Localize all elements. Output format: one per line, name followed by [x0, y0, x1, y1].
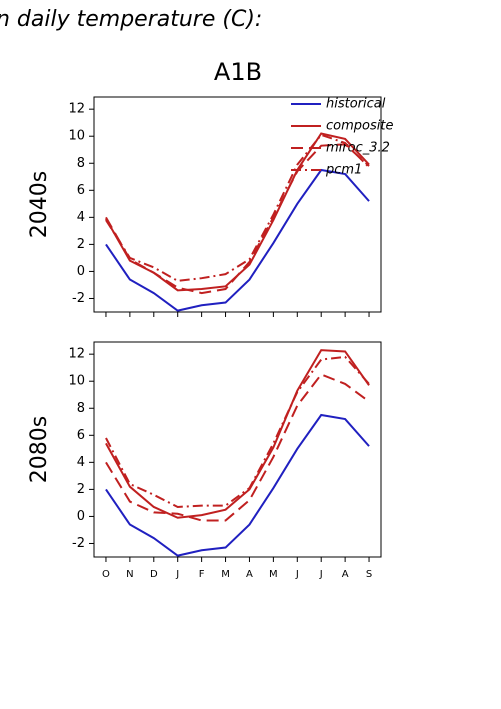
data-line [105, 143, 370, 295]
y-tick-label: 2 [77, 237, 85, 252]
x-tick-label: J [295, 569, 299, 580]
x-tick-label: O [102, 569, 110, 580]
x-tick-label: A [246, 569, 253, 580]
x-tick-label: J [175, 569, 179, 580]
heading: n daily temperature (C): [0, 7, 262, 32]
plot-frame [93, 341, 382, 558]
legend-label: composite [326, 119, 393, 134]
x-tick-label: D [150, 569, 158, 580]
y-tick-label: 8 [77, 156, 85, 171]
y-tick-label: -2 [72, 536, 85, 551]
chart-title: A1B [214, 58, 262, 86]
data-line [105, 413, 370, 557]
y-tick-label: 8 [77, 401, 85, 416]
x-tick-label: F [199, 569, 205, 580]
y-tick-label: 12 [68, 347, 85, 362]
y-tick-label: 6 [77, 428, 85, 443]
data-line [105, 373, 370, 522]
y-tick-label: 0 [77, 264, 85, 279]
y-axis-label: 2080s [27, 416, 52, 483]
y-tick-label: 6 [77, 183, 85, 198]
x-tick-label: N [126, 569, 133, 580]
data-line [105, 168, 370, 312]
y-tick-label: 10 [68, 374, 85, 389]
data-line [105, 355, 370, 508]
legend-label: pcm1 [325, 163, 362, 178]
x-tick-label: M [269, 569, 278, 580]
y-tick-label: -2 [72, 291, 85, 306]
y-tick-label: 2 [77, 482, 85, 497]
y-tick-label: 0 [77, 509, 85, 524]
y-axis-label: 2040s [27, 171, 52, 238]
data-line [105, 133, 370, 282]
legend-label: historical [326, 97, 386, 112]
x-tick-label: M [221, 569, 230, 580]
y-tick-label: 10 [68, 129, 85, 144]
x-tick-label: A [342, 569, 349, 580]
y-tick-label: 12 [68, 102, 85, 117]
legend-label: miroc_3.2 [326, 141, 390, 156]
y-tick-label: 4 [77, 210, 85, 225]
x-tick-label: J [319, 569, 323, 580]
plot-frame [93, 96, 382, 313]
data-line [105, 349, 370, 519]
x-tick-label: S [366, 569, 372, 580]
y-tick-label: 4 [77, 455, 85, 470]
